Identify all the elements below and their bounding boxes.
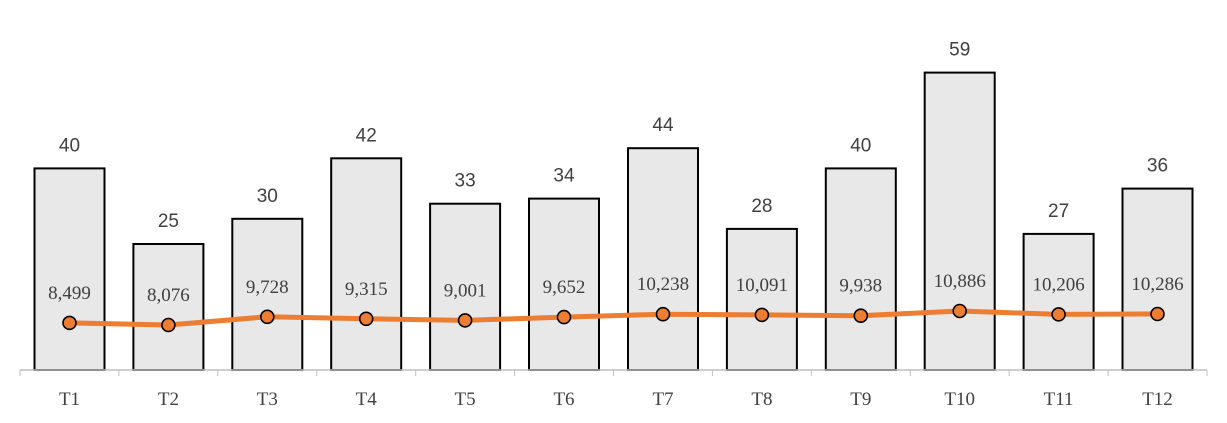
bar-t2 [132, 243, 205, 371]
line-series-path [67, 308, 1160, 328]
line-marker-t1 [62, 315, 77, 331]
line-marker-t10 [952, 303, 968, 319]
bar-t1 [33, 167, 106, 371]
line-marker-t4 [358, 311, 374, 327]
line-data-label: 9,728 [246, 277, 289, 298]
bar-data-label: 30 [257, 186, 278, 207]
x-axis: T1 T2 T3 T4 T5 T6 T7 T8 T9 T10 T11 T12 [19, 369, 1208, 410]
bar-t3 [231, 217, 304, 371]
bar-t12 [1121, 187, 1194, 371]
bar-t10 [923, 71, 996, 371]
x-tick-label: T3 [257, 389, 278, 410]
bar-data-label: 34 [553, 166, 575, 187]
bar-t7 [627, 147, 699, 371]
line-data-label: 10,886 [934, 271, 986, 292]
bar-data-label: 40 [59, 135, 80, 156]
line-data-label: 8,076 [147, 285, 190, 306]
line-marker-t3 [259, 309, 275, 325]
bar-data-label: 25 [158, 211, 179, 232]
x-tick-label: T4 [356, 389, 378, 410]
data-labels-layer: 40 25 30 42 33 34 44 28 40 59 27 36 8,499 8,076 9,728 9… [48, 40, 1184, 306]
bar-data-label: 36 [1147, 156, 1168, 177]
line-marker-t11 [1051, 307, 1066, 322]
x-tick-label: T12 [1142, 389, 1173, 410]
x-tick-label: T1 [59, 389, 80, 410]
bar-t6 [528, 197, 600, 371]
line-marker-t7 [655, 306, 671, 322]
line-data-label: 10,206 [1032, 274, 1084, 295]
bar-data-label: 33 [455, 171, 476, 192]
line-marker-t8 [754, 307, 770, 323]
line-data-label: 8,499 [48, 283, 91, 304]
bar-t5 [429, 202, 502, 371]
x-tick-label: T2 [158, 389, 179, 410]
x-tick-label: T6 [553, 389, 574, 410]
x-tick-label: T10 [944, 389, 975, 410]
bar-t4 [330, 157, 403, 371]
line-data-label: 9,315 [345, 279, 388, 300]
bar-data-label: 28 [751, 196, 772, 217]
line-marker-t9 [853, 308, 869, 324]
bar-t9 [824, 167, 897, 371]
line-data-label: 9,001 [444, 280, 487, 301]
line-data-label: 10,286 [1131, 274, 1183, 295]
bar-data-label: 59 [949, 40, 970, 61]
bar-data-label: 44 [652, 115, 674, 136]
line-data-label: 9,938 [839, 276, 882, 297]
x-tick-label: T5 [455, 389, 476, 410]
line-marker-t6 [556, 309, 572, 325]
x-tick-label: T7 [652, 389, 673, 410]
bar-data-label: 42 [356, 125, 377, 146]
line-marker-t2 [161, 317, 176, 333]
bar-t8 [725, 227, 798, 371]
line-data-label: 10,091 [736, 275, 788, 296]
x-tick-label: T8 [751, 389, 772, 410]
x-tick-label: T11 [1044, 389, 1074, 410]
line-marker-t5 [457, 313, 473, 328]
line-marker-t12 [1150, 306, 1165, 322]
bar-data-label: 27 [1048, 201, 1069, 222]
line-series-layer [62, 303, 1165, 333]
bar-data-label: 40 [850, 135, 871, 156]
line-data-label: 9,652 [543, 277, 586, 298]
bars-layer [33, 71, 1194, 371]
line-data-label: 10,238 [637, 274, 689, 295]
bar-t11 [1022, 232, 1095, 371]
x-tick-label: T9 [850, 389, 871, 410]
